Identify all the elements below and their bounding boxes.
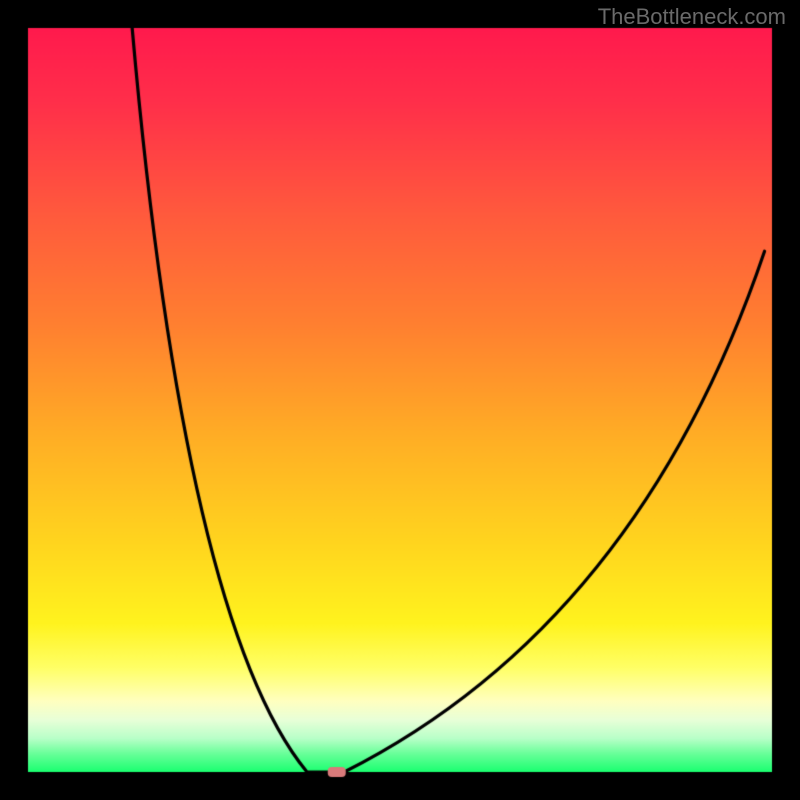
chart-stage: TheBottleneck.com bbox=[0, 0, 800, 800]
bottleneck-chart-canvas bbox=[0, 0, 800, 800]
